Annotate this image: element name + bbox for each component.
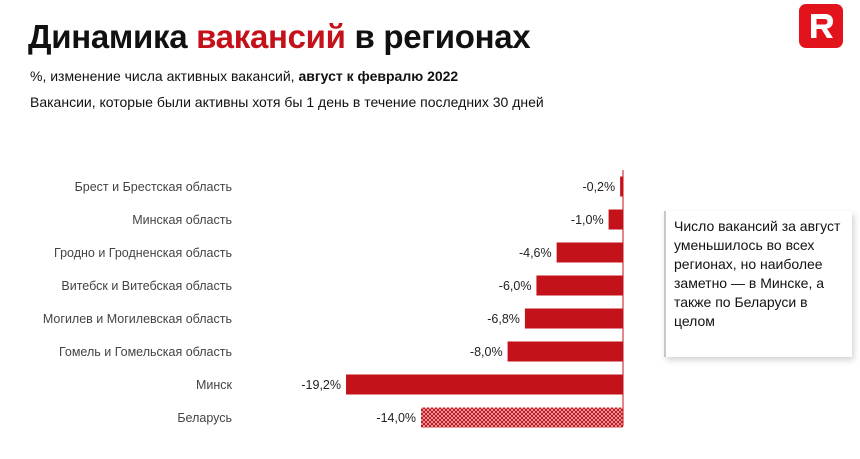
callout-text: Число вакансий за август уменьшилось во … (674, 218, 841, 329)
category-label: Гродно и Гродненская область (54, 246, 232, 260)
bar (507, 341, 623, 362)
brand-logo (799, 4, 843, 48)
category-label: Брест и Брестская область (75, 180, 232, 194)
callout-box: Число вакансий за август уменьшилось во … (664, 211, 852, 357)
value-label: -14,0% (376, 411, 416, 425)
bars-layer: Брест и Брестская область -0,2% Минская об… (43, 176, 623, 428)
bar (620, 176, 623, 197)
category-label: Гомель и Гомельская область (59, 345, 232, 359)
bar (524, 308, 623, 329)
page-title: Динамика вакансий в регионах (28, 18, 531, 56)
value-label: -6,8% (487, 312, 520, 326)
value-label: -1,0% (571, 213, 604, 227)
value-label: -19,2% (301, 378, 341, 392)
category-label: Минская область (132, 213, 232, 227)
bar (536, 275, 623, 296)
bar (556, 242, 623, 263)
title-part-2: в регионах (345, 18, 531, 55)
bar (421, 407, 623, 428)
value-label: -8,0% (470, 345, 503, 359)
value-label: -6,0% (499, 279, 532, 293)
subtitle-regular: %, изменение числа активных вакансий, (30, 68, 299, 84)
bar (608, 209, 623, 230)
subtitle-secondary: Вакансии, которые были активны хотя бы 1… (30, 94, 544, 110)
category-label: Беларусь (177, 411, 232, 425)
r-logo-icon (811, 14, 833, 38)
category-label: Витебск и Витебская область (61, 279, 232, 293)
bar (346, 374, 623, 395)
category-label: Минск (196, 378, 233, 392)
title-part-1: Динамика (28, 18, 197, 55)
value-label: -0,2% (582, 180, 615, 194)
subtitle-bold: август к февралю 2022 (298, 68, 459, 84)
value-label: -4,6% (519, 246, 552, 260)
category-label: Могилев и Могилевская область (43, 312, 232, 326)
title-accent: вакансий (196, 18, 346, 55)
subtitle: %, изменение числа активных вакансий, ав… (30, 68, 458, 84)
